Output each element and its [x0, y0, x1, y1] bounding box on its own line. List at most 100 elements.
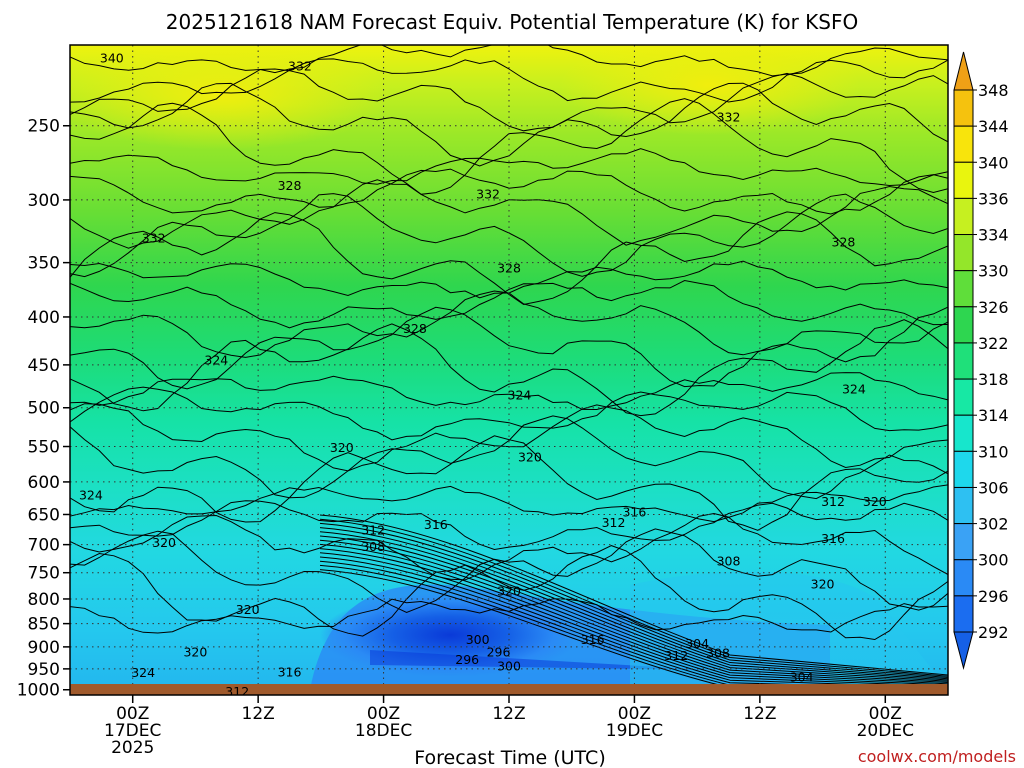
colorbar-box [953, 197, 974, 236]
frontal-contour [319, 514, 948, 676]
contour-label-text: 320 [152, 535, 176, 550]
colorbar-label: 318 [978, 370, 1009, 389]
colorbar-label: 292 [978, 623, 1009, 642]
contour-label: 296 [455, 652, 479, 667]
contour-line [70, 415, 948, 500]
contour-label-text: 320 [236, 602, 260, 617]
x-axis-label: Forecast Time (UTC) [414, 747, 605, 768]
y-tick-label: 500 [28, 399, 60, 419]
colorbar-label: 310 [978, 442, 1009, 461]
contour-label: 308 [706, 646, 730, 661]
frontal-contour [319, 531, 948, 681]
contour-label-text: 300 [497, 659, 521, 674]
contour-label: 320 [811, 576, 835, 591]
grid-lines [70, 45, 948, 695]
contour-label-text: 316 [821, 531, 845, 546]
contour-label-text: 324 [204, 352, 228, 367]
x-tick-label: 19DEC [606, 721, 663, 741]
contour-label-text: 316 [622, 505, 646, 520]
contour-line [70, 148, 948, 187]
contour-label-text: 328 [497, 260, 521, 275]
contour-label-text: 340 [100, 51, 124, 66]
credit-text[interactable]: coolwx.com/models [858, 747, 1016, 766]
frontal-contour [319, 560, 948, 690]
contour-label-text: 312 [664, 648, 688, 663]
x-tick-label: 12Z [242, 704, 275, 724]
contour-label-text: 324 [508, 387, 532, 402]
colorbar-box [953, 125, 974, 163]
contour-line [70, 545, 948, 641]
contour-label: 312 [602, 515, 626, 530]
contour-line [70, 372, 948, 411]
contour-label: 320 [152, 535, 176, 550]
contour-label-text: 332 [288, 58, 312, 73]
contour-line [70, 68, 948, 132]
contour-label-text: 316 [424, 517, 448, 532]
contour-label: 316 [581, 632, 605, 647]
contour-line [70, 386, 948, 441]
colorbar-box [953, 450, 974, 488]
contour-label: 316 [821, 531, 845, 546]
colorbar-box [953, 270, 974, 308]
y-tick-label: 350 [28, 254, 60, 274]
contour-label-text: 328 [403, 321, 427, 336]
frontal-contour [319, 539, 948, 684]
contour-label-text: 296 [455, 652, 479, 667]
y-tick-label: 400 [28, 308, 60, 328]
contour-label: 312 [664, 648, 688, 663]
x-tick-label: 00Z [367, 704, 400, 724]
contour-label-text: 328 [278, 178, 302, 193]
contour-label: 308 [717, 554, 741, 569]
colorbar-box [953, 89, 974, 127]
colorbar-label: 340 [978, 153, 1009, 172]
frontal-contour [319, 552, 948, 687]
contour-label-text: 312 [361, 522, 385, 537]
contour-line [70, 306, 948, 390]
y-tick-label: 550 [28, 438, 60, 458]
colorbar: 348 344 340 336 334 330 326 322 318 314 310 306 302 3… [953, 51, 1009, 670]
x-tick-label: 2025 [111, 738, 154, 758]
y-tick-label: 650 [28, 505, 60, 525]
contour-label: 320 [497, 583, 521, 598]
colorbar-label: 300 [978, 551, 1009, 570]
contour-label: 308 [361, 539, 385, 554]
contour-label-text: 304 [790, 669, 814, 684]
contour-label-text: 324 [131, 665, 155, 680]
contour-labels: 340 332 332 332 332 328 328 328 328 324 324 324 324 3… [79, 51, 887, 695]
y-tick-label: 800 [28, 590, 60, 610]
contour-label: 316 [622, 505, 646, 520]
contour-label-text: 312 [602, 515, 626, 530]
contour-label-text: 320 [811, 576, 835, 591]
y-tick-label: 1000 [17, 681, 60, 701]
colorbar-label: 348 [978, 81, 1009, 100]
warm-core-upper-left [70, 45, 390, 150]
contour-line [70, 319, 948, 417]
y-tick-label: 750 [28, 564, 60, 584]
contour-label: 320 [183, 644, 207, 659]
contour-label-text: 320 [518, 449, 542, 464]
contour-line [70, 58, 948, 103]
x-tick-label: 00Z [869, 704, 902, 724]
frontal-contour [319, 564, 948, 691]
contour-label: 332 [476, 186, 500, 201]
frontal-contour [319, 548, 948, 686]
contour-label-text: 324 [79, 487, 103, 502]
colorbar-box [953, 378, 974, 416]
colorbar-max-arrow [953, 51, 974, 91]
contour-label: 328 [278, 178, 302, 193]
contour-line [70, 211, 948, 306]
contour-label-text: 316 [581, 632, 605, 647]
contour-label: 320 [518, 449, 542, 464]
contour-label-text: 304 [685, 636, 709, 651]
x-tick-label: 20DEC [857, 721, 914, 741]
y-tick-label: 450 [28, 356, 60, 376]
contour-line [70, 45, 948, 77]
contour-label-text: 320 [183, 644, 207, 659]
colorbar-box [953, 486, 974, 525]
colorbar-box [953, 234, 974, 272]
y-tick-label: 600 [28, 473, 60, 493]
colorbar-label: 302 [978, 515, 1009, 534]
contour-label: 340 [100, 51, 124, 66]
x-tick-label: 00Z [116, 704, 149, 724]
